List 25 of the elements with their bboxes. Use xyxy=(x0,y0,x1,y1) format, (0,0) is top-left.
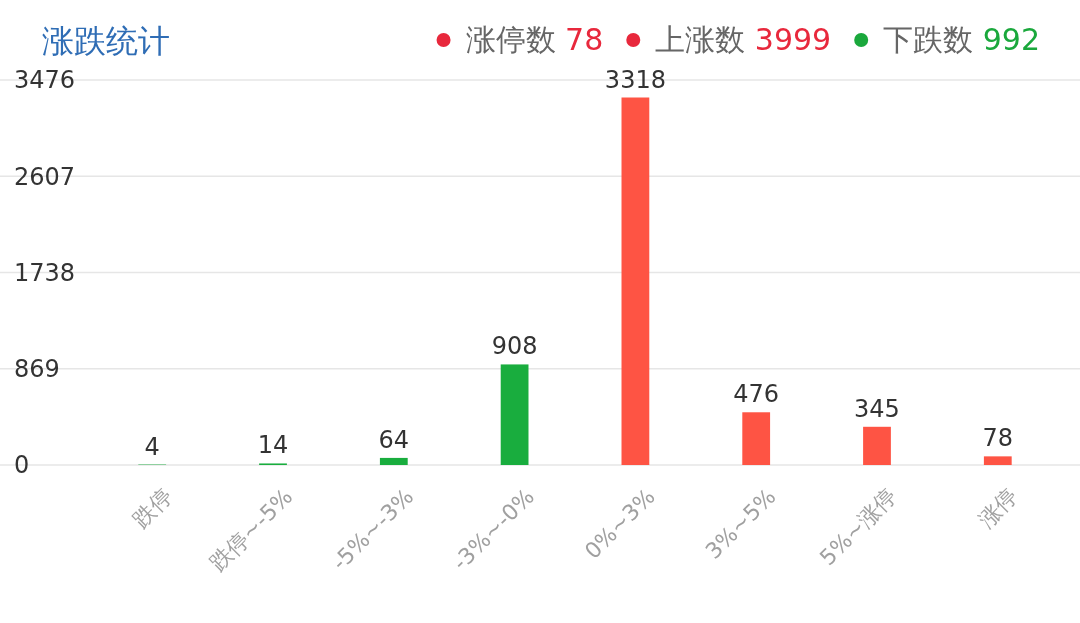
bar xyxy=(379,457,408,465)
bar xyxy=(742,412,771,465)
data-label: 78 xyxy=(982,424,1014,453)
data-label: 64 xyxy=(378,425,410,454)
bar xyxy=(621,97,650,465)
x-tick-label: 涨停 xyxy=(973,483,1023,533)
bar xyxy=(863,426,891,465)
text: 涨停数 78 xyxy=(465,22,604,57)
data-label: 14 xyxy=(257,431,289,460)
bar xyxy=(500,364,529,465)
y-tick-label: 0 xyxy=(14,451,30,480)
y-tick-label: 1738 xyxy=(14,258,76,287)
data-label: 476 xyxy=(733,380,780,409)
data-label: 4 xyxy=(144,432,160,461)
y-tick-label: 3476 xyxy=(14,66,76,95)
x-tick-label: 跌停 xyxy=(127,483,177,533)
y-tick-label: 869 xyxy=(14,355,60,384)
bar xyxy=(983,456,1012,465)
text: 上涨数 3999 xyxy=(655,22,832,57)
data-label: 345 xyxy=(854,394,900,423)
chart-title: 涨跌统计 xyxy=(42,22,170,60)
text: 下跌数 992 xyxy=(883,22,1040,57)
data-label: 3318 xyxy=(604,65,666,94)
y-tick-label: 2607 xyxy=(14,162,76,191)
data-label: 908 xyxy=(491,332,538,361)
